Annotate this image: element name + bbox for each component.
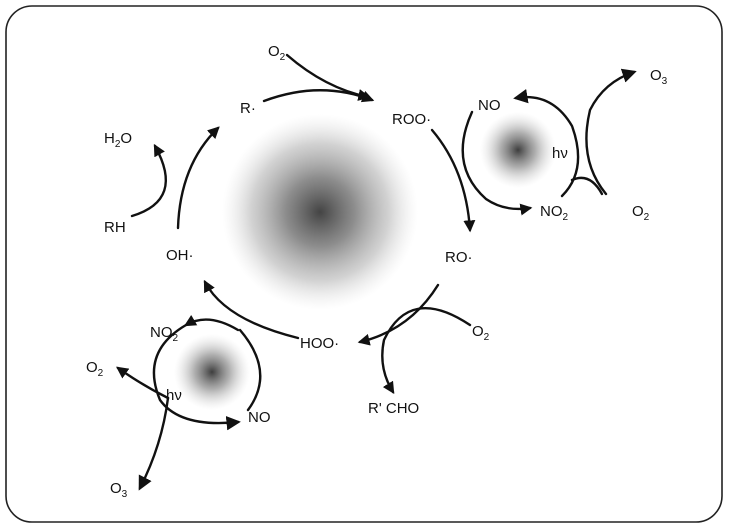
label-no2-bottom: NO2 bbox=[150, 324, 179, 344]
arrow-roo-to-ro bbox=[430, 128, 476, 233]
arrow-no-to-no2-bottom bbox=[238, 328, 262, 412]
arrow-oh-to-r bbox=[176, 126, 220, 230]
label-roo-radical: ROO· bbox=[392, 111, 431, 128]
arrow-to-o3-top bbox=[585, 68, 637, 196]
label-hv-bottom: hν bbox=[166, 387, 182, 404]
label-rh: RH bbox=[104, 219, 126, 236]
arrow-hoo-to-oh bbox=[203, 279, 300, 340]
label-oh-radical: OH· bbox=[166, 247, 194, 264]
label-no2-top: NO2 bbox=[540, 203, 569, 223]
top-right-shading bbox=[480, 112, 556, 188]
label-ro-radical: RO· bbox=[445, 249, 473, 266]
outer-frame bbox=[5, 5, 723, 523]
arrow-o2-to-rcho bbox=[381, 307, 472, 395]
label-o2-left: O2 bbox=[86, 359, 104, 379]
label-no-top: NO bbox=[478, 97, 501, 114]
label-o3-bottom: O3 bbox=[110, 480, 128, 500]
arrow-ro-to-hoo bbox=[357, 283, 440, 346]
arrow-to-o3-bottom bbox=[138, 396, 170, 491]
label-no-bottom: NO bbox=[248, 409, 271, 426]
arrow-rh-to-h2o bbox=[130, 143, 168, 218]
arrow-o2-in-top bbox=[285, 53, 371, 101]
arrow-o2-right-stub bbox=[570, 176, 604, 196]
label-hv-top: hν bbox=[552, 145, 568, 162]
arrow-no2-to-no-bottom bbox=[152, 323, 241, 431]
central-shading bbox=[222, 114, 418, 310]
bottom-left-shading bbox=[174, 334, 250, 410]
label-h2o: H2O bbox=[104, 130, 132, 150]
arrow-to-o2-left bbox=[116, 366, 170, 400]
label-o2-right: O2 bbox=[632, 203, 650, 223]
label-o3-top: O3 bbox=[650, 67, 668, 87]
label-hoo-radical: HOO· bbox=[300, 335, 339, 352]
arrow-r-to-roo bbox=[262, 89, 375, 103]
label-r-radical: R· bbox=[240, 100, 256, 117]
label-o2-mid: O2 bbox=[472, 323, 490, 343]
label-rcho: R' CHO bbox=[368, 400, 419, 417]
arrow-no2-bottom bbox=[183, 314, 240, 332]
arrow-no-to-no2 bbox=[461, 110, 533, 216]
label-o2-top: O2 bbox=[268, 43, 286, 63]
